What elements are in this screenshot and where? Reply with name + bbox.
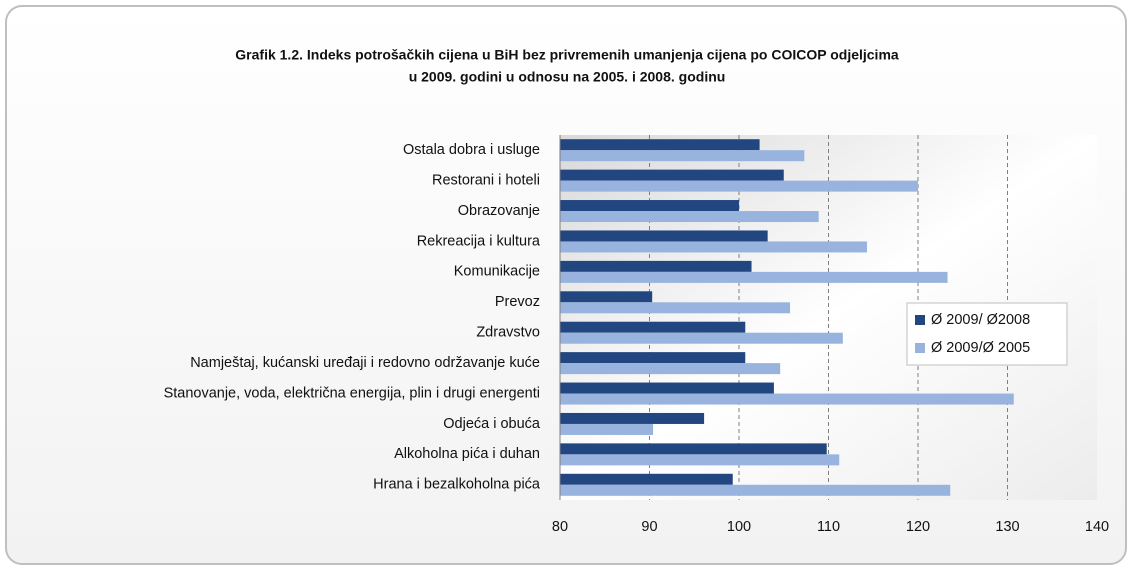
y-tick-label: Restorani i hoteli xyxy=(432,172,540,188)
bar xyxy=(560,180,918,192)
bar xyxy=(560,302,791,314)
bar xyxy=(560,260,752,272)
legend-label: Ø 2009/ Ø2008 xyxy=(931,312,1030,328)
y-tick-label: Alkoholna pića i duhan xyxy=(394,446,540,462)
bar xyxy=(560,454,840,466)
bar xyxy=(560,139,760,151)
legend-box xyxy=(906,302,1068,366)
x-tick-label: 120 xyxy=(906,519,930,535)
bar xyxy=(560,363,781,375)
legend-swatch xyxy=(915,315,925,325)
x-tick-label: 100 xyxy=(727,519,751,535)
bar xyxy=(560,382,774,394)
y-tick-label: Zdravstvo xyxy=(476,325,540,341)
chart-title: u 2009. godini u odnosu na 2005. i 2008.… xyxy=(409,69,726,85)
bar xyxy=(560,211,819,223)
y-tick-label: Odjeća i obuća xyxy=(443,416,541,432)
x-tick-label: 90 xyxy=(641,519,657,535)
legend-swatch xyxy=(915,343,925,353)
x-tick-label: 80 xyxy=(552,519,568,535)
y-tick-label: Ostala dobra i usluge xyxy=(403,142,540,158)
bar xyxy=(560,200,739,212)
bar xyxy=(560,473,733,485)
y-tick-label: Prevoz xyxy=(495,294,540,310)
bar xyxy=(560,393,1014,405)
x-tick-label: 110 xyxy=(817,519,840,535)
x-tick-label: 140 xyxy=(1085,519,1109,535)
bar xyxy=(560,291,653,303)
bar xyxy=(560,484,951,496)
bar xyxy=(560,241,867,253)
bar xyxy=(560,271,948,283)
bar xyxy=(560,230,768,242)
y-tick-label: Rekreacija i kultura xyxy=(417,233,541,249)
bar xyxy=(560,423,654,435)
bar xyxy=(560,150,805,162)
x-tick-label: 130 xyxy=(995,519,1019,535)
y-tick-label: Namještaj, kućanski uređaji i redovno od… xyxy=(190,355,540,371)
chart-title: Grafik 1.2. Indeks potrošačkih cijena u … xyxy=(235,47,899,63)
y-tick-label: Obrazovanje xyxy=(458,203,540,219)
bar xyxy=(560,443,827,455)
y-tick-label: Stanovanje, voda, električna energija, p… xyxy=(164,385,540,401)
legend-label: Ø 2009/Ø 2005 xyxy=(931,340,1030,356)
bar xyxy=(560,352,746,364)
bar xyxy=(560,412,705,424)
bar xyxy=(560,332,843,344)
y-tick-label: Hrana i bezalkoholna pića xyxy=(373,477,541,493)
bar xyxy=(560,321,746,333)
y-tick-label: Komunikacije xyxy=(454,264,540,280)
bar xyxy=(560,169,784,181)
